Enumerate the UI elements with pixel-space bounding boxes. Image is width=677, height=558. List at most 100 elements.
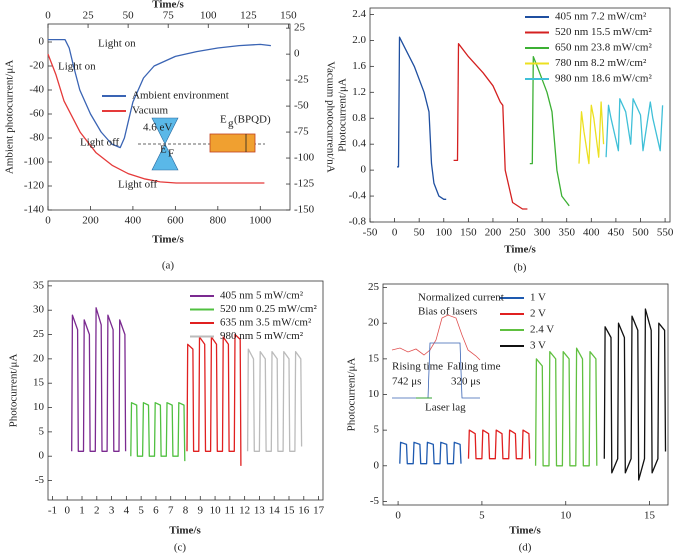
y-tick-label: 0 [39,36,45,48]
y-tick-label: 0.4 [352,138,366,150]
y2-tick-label: -125 [294,178,315,190]
cone-lower [151,143,179,171]
series-line [605,98,664,158]
x2-tick-label: 125 [240,10,257,22]
x-tick-label: 16 [298,505,310,517]
y2-tick-label: -150 [294,204,315,216]
legend-label: 635 nm 3.5 mW/cm² [220,317,312,329]
y-axis-title: Photocurrent/μA [346,358,358,432]
series-line [603,308,667,481]
x-axis-title: Time/s [169,525,201,537]
legend-label: 650 nm 23.8 mW/cm² [555,42,652,54]
y-tick-label: 5 [374,424,380,436]
x-tick-label: 450 [608,227,625,239]
x-tick-label: 0 [45,215,51,227]
x-tick-label: 8 [183,505,189,517]
annotation: Bias of lasers [418,306,477,318]
x-tick-label: 300 [534,227,551,239]
y-tick-label: -120 [24,180,45,192]
x2-tick-label: 0 [45,10,51,22]
x-tick-label: 15 [283,505,295,517]
x-tick-label: 350 [558,227,575,239]
y2-tick-label: -50 [294,100,309,112]
legend-label: 3 V [530,340,546,352]
y-tick-label: -5 [370,495,380,507]
plot-frame [369,7,671,223]
annotation: Light on [98,38,136,50]
x-tick-label: 0 [395,510,401,522]
x-tick-label: 100 [436,227,453,239]
bpqd-gap [209,133,256,153]
x-tick-label: 5 [138,505,144,517]
caption: (a) [162,260,175,272]
series-line [246,348,303,452]
y-tick-label: 30 [33,304,45,316]
legend-label: 405 nm 5 mW/cm² [220,290,304,302]
annotation: Laser lag [425,402,466,414]
y-tick-label: 0 [374,459,380,471]
y-tick-label: -5 [35,474,45,486]
x-axis-title: Time/s [504,244,536,256]
annotation: F [168,148,174,160]
annotation: Light off [118,179,158,191]
series-line [578,101,605,165]
x-tick-label: 0 [64,505,70,517]
x-tick-label: 9 [198,505,204,517]
series-line [47,53,265,184]
x2-tick-label: 150 [280,10,297,22]
y2-tick-label: -100 [294,152,315,164]
annotation: Light on [58,61,96,73]
x-tick-label: 2 [94,505,100,517]
y-tick-label: 15 [33,377,45,389]
legend-label: 1 V [530,292,546,304]
y-tick-label: -100 [24,156,45,168]
legend-label: 980 nm 18.6 mW/cm² [555,73,652,85]
y2-tick-label: 0 [294,48,300,60]
y-tick-label: 1.2 [352,86,366,98]
legend-label: 780 nm 8.2 mW/cm² [555,57,647,69]
legend-label: Ambient environment [132,90,229,102]
y-tick-label: 0 [361,164,367,176]
x-tick-label: -1 [48,505,57,517]
x-tick-label: 800 [210,215,227,227]
annotation: E [160,144,167,156]
annotation: Light off [80,137,120,149]
x-tick-label: -50 [363,227,378,239]
y2-tick-label: 25 [294,22,306,34]
y2-tick-label: -75 [294,126,309,138]
x-tick-label: 50 [414,227,426,239]
annotation: 4.6 eV [143,122,172,134]
y-tick-label: 25 [368,281,380,293]
y-tick-label: -60 [29,108,44,120]
y-axis-title: Photocurrent/μA [337,78,349,152]
y-tick-label: -0.8 [349,216,367,228]
series-line [48,38,271,149]
annotation: 320 μs [451,376,480,388]
y-tick-label: 20 [33,352,45,364]
plot-frame [47,23,291,211]
y2-tick-label: -25 [294,74,309,86]
x-tick-label: 13 [254,505,266,517]
x-tick-label: 6 [153,505,159,517]
y-tick-label: 10 [33,401,45,413]
series-line [71,307,127,452]
x-tick-label: 500 [632,227,649,239]
legend-label: 2.4 V [530,324,554,336]
y-tick-label: -0.4 [349,190,367,202]
y-tick-label: 20 [368,317,380,329]
annotation: g [228,118,234,130]
x-tick-label: 1000 [249,215,272,227]
x-axis-title: Time/s [509,525,541,537]
y-tick-label: 2.4 [352,8,366,20]
annotation: (BPQD) [234,114,271,126]
x-tick-label: 14 [269,505,281,517]
annotation: E [220,114,227,126]
legend-label: 980 nm 5 mW/cm² [220,330,304,342]
x-tick-label: 600 [167,215,184,227]
y-tick-label: -140 [24,204,45,216]
series-line [130,402,186,462]
x2-tick-label: 100 [200,10,217,22]
x-tick-label: 0 [392,227,398,239]
y-tick-label: 1.6 [352,60,366,72]
